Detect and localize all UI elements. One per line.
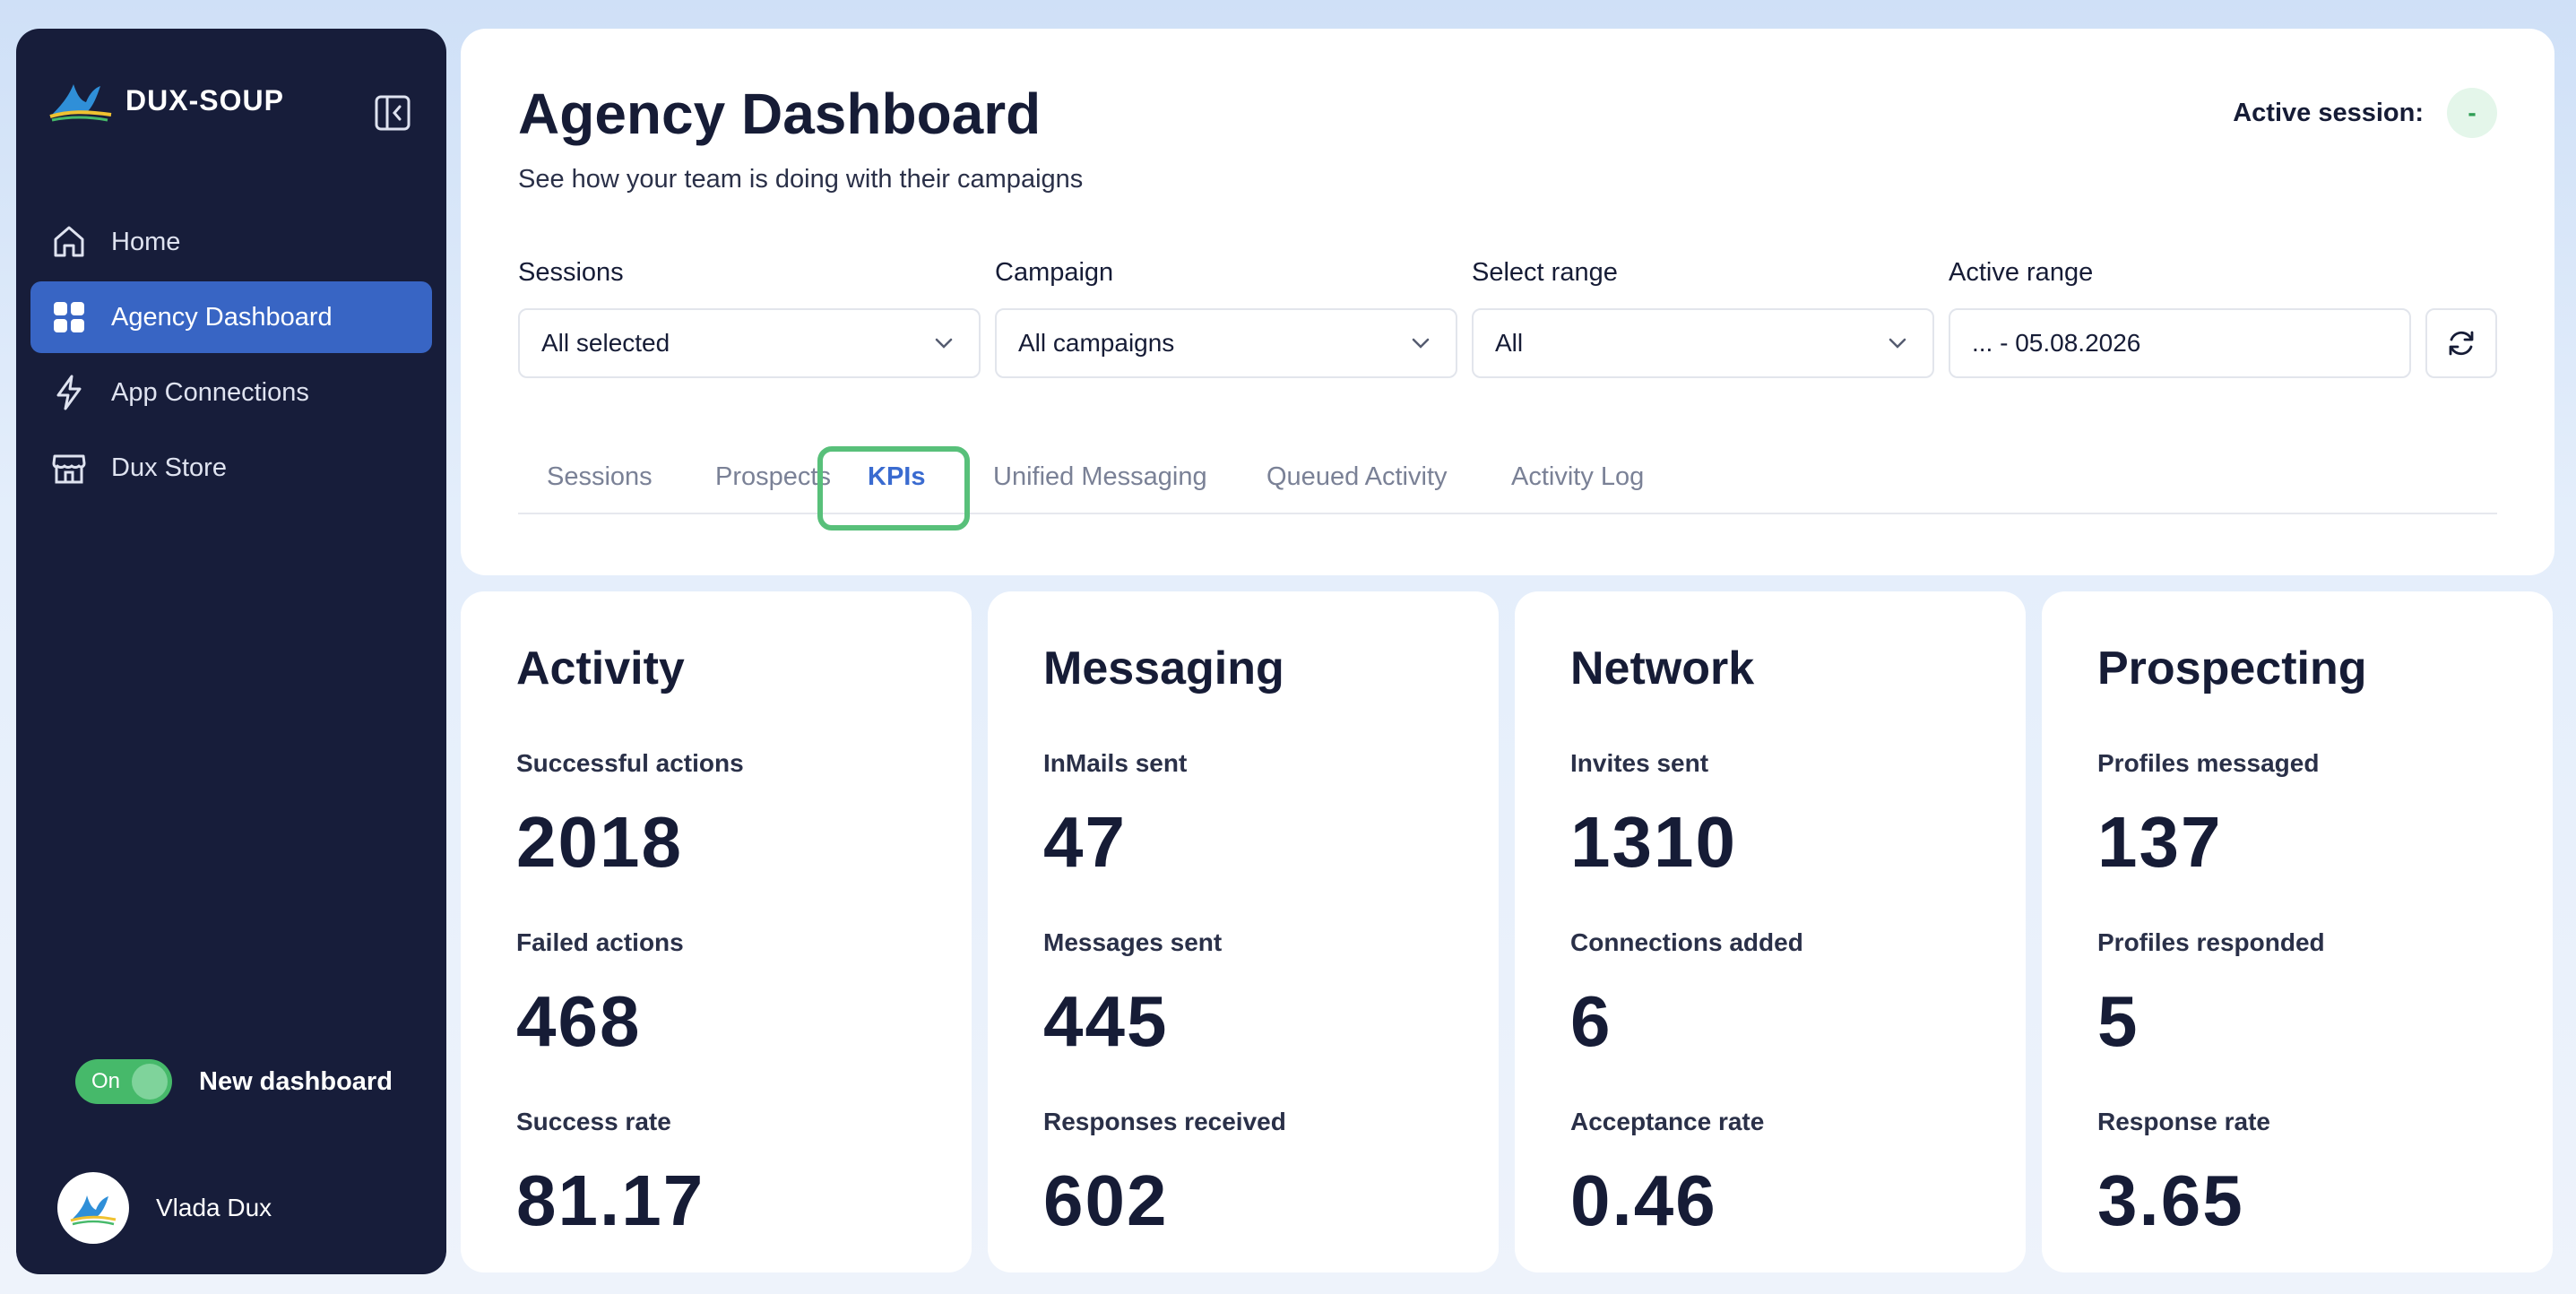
metric-value: 3.65 (2097, 1160, 2244, 1240)
chevron-down-icon (1412, 338, 1430, 349)
dux-soup-logo-icon (49, 84, 112, 122)
metric-label: Failed actions (516, 928, 684, 956)
sidebar-item-label: Home (111, 227, 181, 256)
user-name: Vlada Dux (156, 1194, 272, 1221)
metric-label: Profiles responded (2097, 928, 2325, 956)
metric-value: 2018 (516, 802, 683, 882)
chevron-down-icon (1889, 338, 1906, 349)
tab-activity-log[interactable]: Activity Log (1511, 462, 1645, 491)
tab-queued-activity[interactable]: Queued Activity (1266, 462, 1448, 491)
active-range-label: Active range (1949, 258, 2094, 287)
user-profile[interactable]: Vlada Dux (57, 1172, 272, 1244)
card-title: Activity (516, 643, 685, 694)
sidebar-nav: Home Agency Dashboard App Connections (30, 206, 432, 507)
active-session: Active session: - (2233, 88, 2497, 138)
active-range-value: ... - 05.08.2026 (1972, 329, 2141, 357)
metric-label: InMails sent (1043, 749, 1188, 777)
dashboard-tabs: Sessions Prospects KPIs Unified Messagin… (518, 446, 2497, 531)
select-range-value: All (1495, 329, 1524, 357)
metric-value: 468 (516, 981, 642, 1061)
active-session-label: Active session: (2233, 98, 2424, 127)
new-dashboard-label: New dashboard (199, 1066, 393, 1096)
metric-label: Acceptance rate (1570, 1108, 1765, 1135)
sidebar-item-dux-store[interactable]: Dux Store (30, 432, 432, 504)
metric-value: 1310 (1570, 802, 1737, 882)
campaign-select[interactable]: All campaigns (995, 308, 1457, 378)
active-session-badge[interactable]: - (2447, 88, 2497, 138)
select-range-select[interactable]: All (1472, 308, 1934, 378)
brand-name: DUX-SOUP (125, 83, 284, 116)
page-subtitle: See how your team is doing with their ca… (518, 165, 1084, 194)
tab-kpis[interactable]: KPIs (868, 462, 926, 491)
refresh-icon (2449, 331, 2474, 356)
metric-value: 5 (2097, 981, 2139, 1061)
kpi-card-prospecting: Prospecting Profiles messaged 137 Profil… (2042, 591, 2553, 1272)
sessions-select[interactable]: All selected (518, 308, 981, 378)
brand[interactable]: DUX-SOUP (47, 75, 284, 125)
page-title: Agency Dashboard (518, 82, 1042, 146)
active-range-field[interactable]: ... - 05.08.2026 (1949, 308, 2411, 378)
bolt-icon (50, 374, 88, 411)
metric-label: Success rate (516, 1108, 671, 1135)
grid-icon (50, 298, 88, 336)
kpi-card-activity: Activity Successful actions 2018 Failed … (461, 591, 972, 1272)
chevron-down-icon (935, 338, 953, 349)
metric-label: Response rate (2097, 1108, 2270, 1135)
select-range-label: Select range (1472, 258, 1618, 287)
dux-logo-icon (70, 1195, 117, 1226)
sidebar-item-label: App Connections (111, 377, 309, 407)
sidebar-item-label: Dux Store (111, 453, 227, 482)
tab-prospects[interactable]: Prospects (715, 462, 831, 491)
dashboard-header: Agency Dashboard See how your team is do… (461, 29, 2554, 575)
metric-value: 0.46 (1570, 1160, 1717, 1240)
refresh-button[interactable] (2425, 308, 2497, 378)
metric-label: Connections added (1570, 928, 1803, 956)
metric-label: Successful actions (516, 749, 744, 777)
metric-value: 47 (1043, 802, 1127, 882)
card-title: Messaging (1043, 643, 1284, 694)
metric-value: 6 (1570, 981, 1612, 1061)
metric-label: Profiles messaged (2097, 749, 2320, 777)
metric-value: 445 (1043, 981, 1169, 1061)
card-title: Network (1570, 643, 1755, 694)
tab-unified-messaging[interactable]: Unified Messaging (993, 462, 1207, 491)
store-icon (50, 449, 88, 487)
new-dashboard-toggle-row: On New dashboard (75, 1059, 393, 1104)
collapse-sidebar-icon[interactable] (373, 93, 412, 133)
new-dashboard-toggle[interactable]: On (75, 1059, 172, 1104)
sidebar-item-label: Agency Dashboard (111, 302, 333, 332)
home-icon (50, 223, 88, 261)
campaign-filter-label: Campaign (995, 258, 1114, 287)
kpi-card-messaging: Messaging InMails sent 47 Messages sent … (988, 591, 1499, 1272)
metric-value: 602 (1043, 1160, 1169, 1240)
campaign-select-value: All campaigns (1018, 329, 1175, 357)
sessions-filter-label: Sessions (518, 258, 624, 287)
sidebar: DUX-SOUP Home Agency Dashboard (16, 29, 446, 1274)
metric-label: Messages sent (1043, 928, 1223, 956)
sidebar-item-agency-dashboard[interactable]: Agency Dashboard (30, 281, 432, 353)
toggle-knob (132, 1064, 168, 1100)
metric-value: 81.17 (516, 1160, 705, 1240)
avatar (57, 1172, 129, 1244)
metric-value: 137 (2097, 802, 2223, 882)
sessions-select-value: All selected (541, 329, 670, 357)
tab-sessions[interactable]: Sessions (547, 462, 653, 491)
toggle-state-label: On (91, 1069, 121, 1093)
kpi-card-network: Network Invites sent 1310 Connections ad… (1515, 591, 2026, 1272)
metric-label: Responses received (1043, 1108, 1286, 1135)
sidebar-item-home[interactable]: Home (30, 206, 432, 278)
card-title: Prospecting (2097, 643, 2367, 694)
metric-label: Invites sent (1570, 749, 1709, 777)
sidebar-item-app-connections[interactable]: App Connections (30, 357, 432, 428)
